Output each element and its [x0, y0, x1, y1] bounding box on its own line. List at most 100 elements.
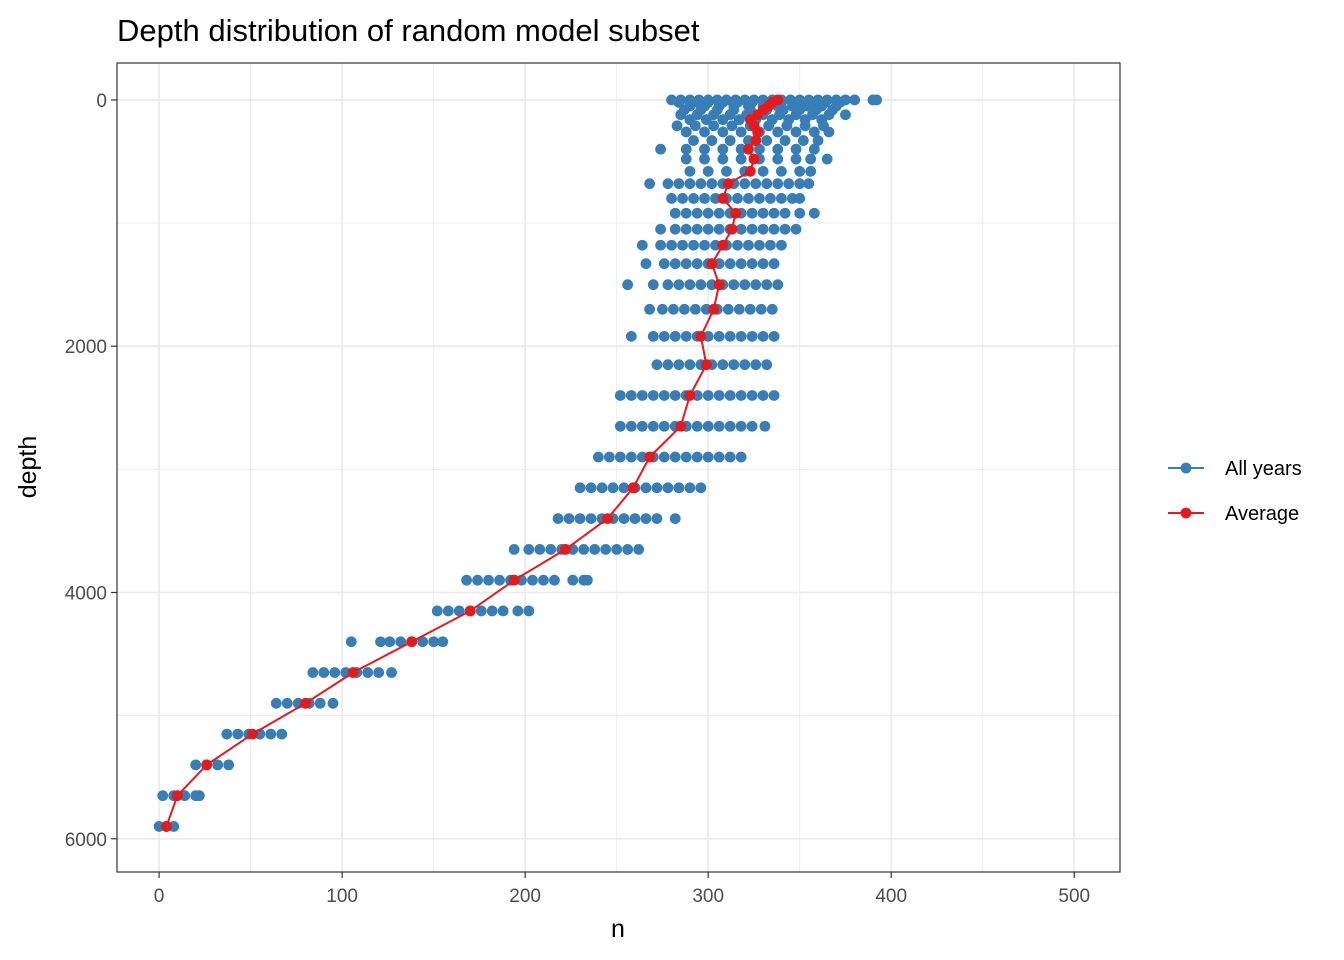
all-years-point — [669, 451, 681, 463]
all-years-point — [567, 574, 579, 586]
legend-key-point — [1180, 507, 1192, 519]
all-years-point — [680, 223, 692, 235]
all-years-point — [761, 359, 773, 371]
all-years-point — [699, 153, 710, 165]
all-years-point — [680, 153, 692, 165]
all-years-point — [724, 330, 736, 342]
all-years-point — [636, 420, 648, 432]
all-years-point — [691, 420, 703, 432]
all-years-point — [581, 574, 593, 586]
all-years-point — [691, 451, 703, 463]
all-years-point — [713, 330, 725, 342]
average-point — [247, 728, 258, 740]
all-years-point — [651, 482, 663, 494]
average-point — [464, 605, 476, 617]
all-years-point — [669, 390, 681, 401]
all-years-point — [797, 135, 809, 146]
all-years-point — [680, 451, 692, 463]
all-years-point — [779, 135, 791, 146]
all-years-point — [618, 482, 630, 494]
legend-label: Average — [1225, 503, 1299, 525]
all-years-point — [680, 207, 692, 219]
all-years-point — [662, 359, 674, 371]
all-years-point — [695, 482, 707, 494]
all-years-point — [750, 178, 762, 190]
all-years-point — [702, 165, 714, 177]
all-years-point — [669, 223, 681, 235]
all-years-point — [658, 420, 670, 432]
all-years-point — [724, 390, 736, 401]
all-years-point — [647, 420, 659, 432]
all-years-point — [614, 451, 626, 463]
all-years-point — [726, 120, 738, 132]
all-years-point — [717, 153, 729, 165]
all-years-point — [475, 605, 487, 617]
all-years-point — [717, 114, 729, 126]
all-years-point — [768, 390, 780, 401]
all-years-point — [314, 697, 326, 709]
all-years-point — [647, 279, 659, 291]
all-years-point — [647, 330, 659, 342]
all-years-point — [329, 667, 341, 678]
all-years-point — [270, 697, 282, 709]
all-years-point — [592, 451, 604, 463]
all-years-point — [722, 303, 734, 315]
all-years-point — [684, 178, 696, 190]
all-years-point — [633, 543, 645, 555]
all-years-point — [746, 223, 758, 235]
all-years-point — [808, 126, 820, 138]
all-years-point — [640, 258, 652, 270]
all-years-point — [735, 420, 747, 432]
all-years-point — [614, 390, 626, 401]
all-years-point — [265, 728, 277, 740]
all-years-point — [765, 193, 776, 204]
all-years-point — [754, 239, 765, 251]
all-years-point — [772, 178, 784, 190]
all-years-point — [384, 636, 396, 648]
all-years-point — [644, 178, 656, 190]
average-point — [675, 420, 687, 432]
all-years-point — [794, 207, 806, 219]
all-years-point — [689, 303, 701, 315]
all-years-point — [644, 303, 656, 315]
all-years-point — [761, 135, 773, 146]
all-years-point — [713, 223, 725, 235]
average-point — [717, 193, 729, 204]
all-years-point — [603, 451, 615, 463]
all-years-point — [622, 543, 634, 555]
all-years-point — [669, 513, 681, 525]
all-years-point — [735, 451, 747, 463]
all-years-point — [735, 223, 747, 235]
all-years-point — [538, 574, 549, 586]
all-years-point — [442, 605, 454, 617]
all-years-point — [775, 165, 787, 177]
all-years-point — [625, 420, 637, 432]
all-years-point — [614, 420, 626, 432]
all-years-point — [276, 728, 288, 740]
all-years-point — [680, 126, 692, 138]
all-years-point — [768, 330, 780, 342]
all-years-point — [746, 258, 758, 270]
all-years-point — [431, 605, 443, 617]
y-tick-label: 6000 — [65, 830, 107, 851]
all-years-point — [808, 207, 820, 219]
all-years-point — [699, 239, 710, 251]
all-years-point — [772, 279, 784, 291]
all-years-point — [823, 126, 835, 138]
all-years-point — [702, 451, 714, 463]
all-years-point — [658, 390, 670, 401]
all-years-point — [669, 258, 681, 270]
all-years-point — [765, 239, 776, 251]
all-years-point — [790, 153, 802, 165]
all-years-point — [622, 279, 634, 291]
x-tick-label: 300 — [692, 886, 724, 907]
all-years-point — [534, 543, 546, 555]
all-years-point — [307, 667, 319, 678]
average-point — [644, 451, 656, 463]
all-years-point — [600, 543, 612, 555]
all-years-point — [871, 94, 882, 106]
all-years-point — [684, 482, 696, 494]
all-years-point — [708, 120, 720, 132]
all-years-point — [783, 178, 795, 190]
average-point — [201, 759, 213, 771]
